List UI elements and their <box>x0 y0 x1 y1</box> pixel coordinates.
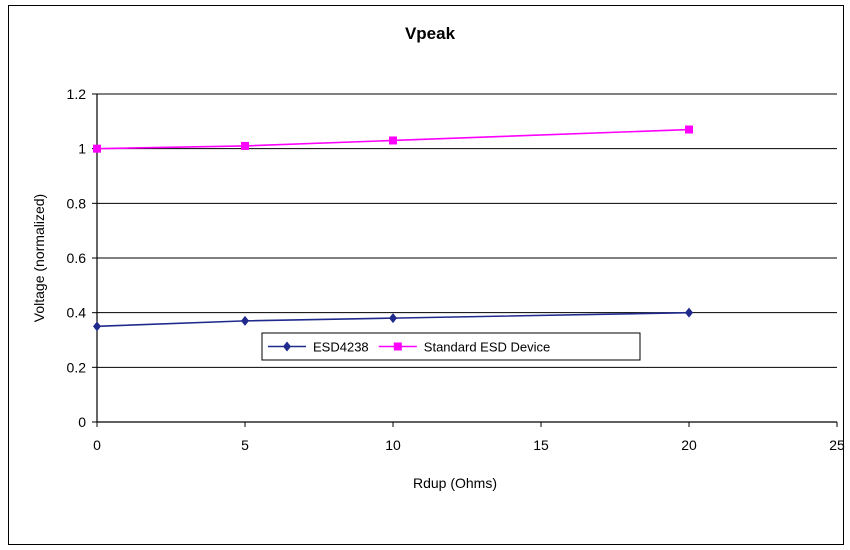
x-tick-label: 25 <box>829 437 845 453</box>
x-tick-label: 10 <box>385 437 401 453</box>
x-tick-label: 20 <box>681 437 697 453</box>
data-point-2 <box>685 125 693 134</box>
y-tick-label: 0.6 <box>67 250 87 266</box>
x-tick-label: 0 <box>93 437 101 453</box>
y-tick-label: 0.2 <box>67 359 87 375</box>
series-line-2 <box>96 128 690 150</box>
y-tick-label: 0.8 <box>67 195 87 211</box>
x-axis-label: Rdup (Ohms) <box>413 475 497 491</box>
y-axis-label: Voltage (normalized) <box>31 194 47 322</box>
data-point-1 <box>685 307 693 318</box>
y-tick-label: 1 <box>78 141 86 157</box>
grid-lines <box>97 93 837 368</box>
legend-swatch-marker <box>283 341 291 352</box>
y-tick-label: 1.2 <box>67 86 87 102</box>
legend: ESD4238 Standard ESD Device <box>261 332 641 361</box>
series-line-1 <box>96 311 690 328</box>
data-point-1 <box>389 313 397 324</box>
data-point-2 <box>241 141 249 150</box>
chart-title: Vpeak <box>405 24 456 43</box>
legend-swatch-marker <box>393 342 402 351</box>
data-point-1 <box>93 321 101 332</box>
series <box>93 125 693 332</box>
legend-label: ESD4238 <box>313 340 369 355</box>
x-tick-label: 5 <box>241 437 249 453</box>
tick-labels: 0 0.2 0.4 0.6 0.8 1 1.2 0 5 10 15 20 25 <box>67 86 845 453</box>
y-tick-label: 0 <box>78 414 86 430</box>
x-tick-label: 15 <box>533 437 549 453</box>
legend-label: Standard ESD Device <box>424 340 550 355</box>
axes <box>92 93 838 427</box>
legend-box <box>261 332 641 361</box>
chart-frame <box>8 5 844 545</box>
data-point-2 <box>93 144 101 153</box>
y-tick-label: 0.4 <box>67 305 87 321</box>
data-point-2 <box>389 136 397 145</box>
data-point-1 <box>241 315 249 326</box>
